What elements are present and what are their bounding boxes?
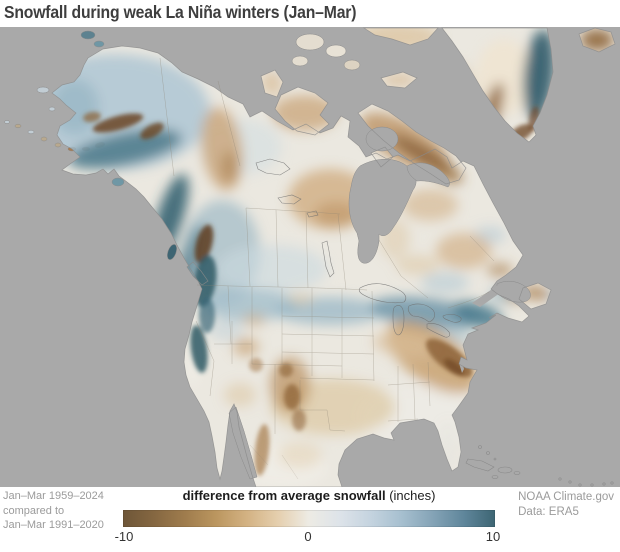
caribbean-islands <box>465 445 614 487</box>
land-layer <box>4 28 615 487</box>
borders-layer <box>159 57 495 480</box>
colorbar-tick-max: 10 <box>485 529 501 544</box>
lakes-layer <box>255 158 462 338</box>
comparison-period-note: Jan–Mar 1959–2024 compared to Jan–Mar 19… <box>3 489 104 533</box>
north-america-map <box>0 27 620 488</box>
period-line-1: Jan–Mar 1959–2024 <box>3 490 104 502</box>
legend-title-main: difference from average snowfall <box>182 488 386 503</box>
anomaly-layer <box>52 28 614 487</box>
source-credits: NOAA Climate.gov Data: ERA5 <box>518 490 614 519</box>
period-line-2: compared to <box>3 504 65 517</box>
credit-line-1: NOAA Climate.gov <box>518 491 614 503</box>
credit-line-2: Data: ERA5 <box>518 505 579 518</box>
colorbar-tick-min: -10 <box>114 529 134 544</box>
figure-title: Snowfall during weak La Niña winters (Ja… <box>4 2 357 22</box>
legend-title: difference from average snowfall (inches… <box>123 488 495 503</box>
colorbar-tick-zero: 0 <box>304 529 312 544</box>
colorbar <box>123 510 495 527</box>
period-line-3: Jan–Mar 1991–2020 <box>3 519 104 531</box>
footer: Jan–Mar 1959–2024 compared to Jan–Mar 19… <box>0 487 620 552</box>
legend-title-units: (inches) <box>385 488 436 503</box>
map-canvas <box>0 27 620 488</box>
